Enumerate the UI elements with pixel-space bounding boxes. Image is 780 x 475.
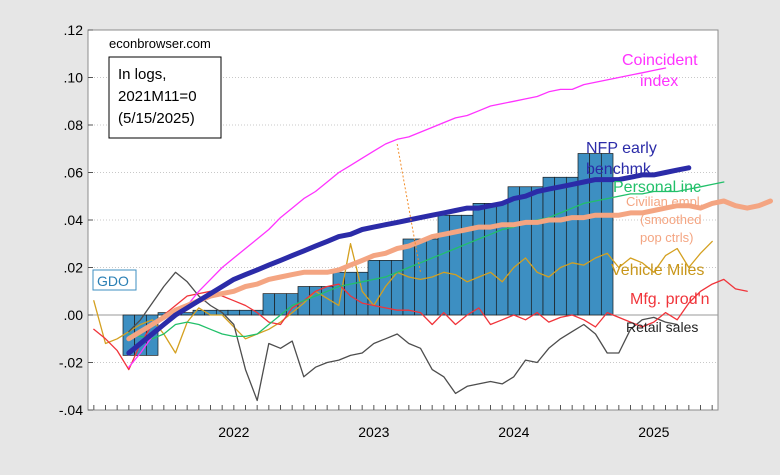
gdo-bar [484,203,497,316]
mfg-prodn-label: Mfg. prod'n [630,291,710,308]
y-tick-label: .10 [64,70,84,86]
gdo-bar [542,176,556,316]
series-line-personal-inc [128,181,725,340]
note-line-2: 2021M11=0 [118,88,197,105]
y-tick-label: .12 [64,22,84,38]
gdo-bar [332,271,346,316]
gdo-bar [437,214,451,316]
x-tick-label: 2025 [638,424,669,440]
source-label: econbrowser.com [109,36,211,51]
series-lines [93,67,773,402]
x-tick-label: 2024 [498,424,529,440]
series-line-nfp-early-benchmk [126,165,692,356]
x-tick-label: 2022 [218,424,249,440]
gdo-bar [519,186,532,316]
series-line-vehicle-miles [93,240,713,354]
series-labels: Coincident index NFP early benchmk Perso… [586,52,710,335]
y-axis: .12 .10 .08 .06 .04 .02 .00 -.02 -.04 [59,22,93,418]
y-tick-label: .00 [64,307,84,323]
nfp-label-1: NFP early [586,140,657,157]
gdo-bar [262,293,276,316]
personal-inc-label: Personal inc [613,179,701,196]
coincident-label-1: Coincident [622,52,698,69]
series-line-coincident-index [128,67,667,368]
gdo-bar [239,309,252,316]
y-tick-label: .02 [64,260,84,276]
gdo-bar [507,186,521,316]
note-line-3: (5/15/2025) [118,110,195,127]
x-tick-label: 2023 [358,424,389,440]
gdo-bar [344,271,357,316]
civilian-empl-label-3: pop ctrls) [640,230,693,245]
gdo-bar [355,271,369,316]
gdo-bar [565,176,579,316]
gdo-bar [227,309,241,316]
y-tick-label: -.02 [59,355,83,371]
y-tick-label: .06 [64,165,84,181]
nfp-label-2: benchmk [586,161,652,178]
gdo-bar [495,203,509,316]
y-tick-label: -.04 [59,402,83,418]
coincident-label-2: index [640,73,678,90]
series-line-retail-sales [128,271,678,402]
series-line-mfg-prod-n [93,278,748,371]
reference-dashed-line [396,143,421,273]
gdo-bar [472,203,486,316]
gdo-bar [600,153,614,316]
gdo-bar [390,260,404,316]
gdo-legend-label: GDO [97,273,129,289]
gdo-bars [122,153,614,356]
note-box: In logs, 2021M11=0 (5/15/2025) [108,56,222,139]
y-tick-label: .08 [64,117,84,133]
x-axis: 2022 2023 2024 2025 [93,405,713,440]
y-tick-label: .04 [64,212,84,228]
gdo-bar [530,186,544,316]
civilian-empl-label-1: Civilian empl. [626,194,703,209]
retail-sales-label: Retail sales [626,319,698,335]
civilian-empl-label-2: (smoothed [640,212,701,227]
gdo-bar [554,176,567,316]
note-line-1: In logs, [118,66,166,83]
series-line-civilian-empl-smoothed-pop-ctrls [126,198,773,342]
vehicle-miles-label: Vehicle Miles [611,262,704,279]
gdo-legend: GDO [92,269,137,291]
